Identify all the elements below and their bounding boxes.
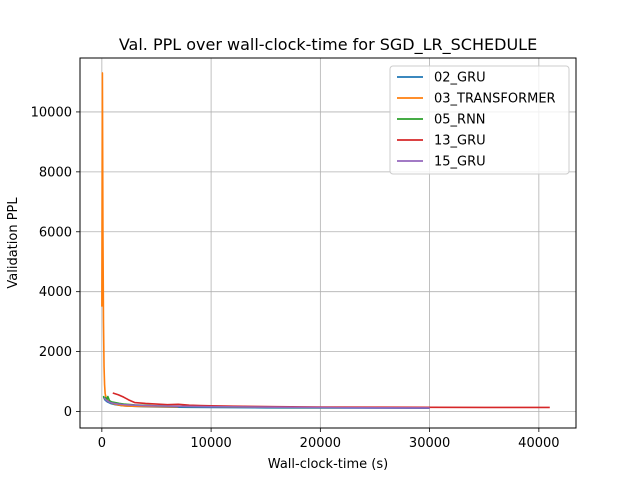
legend-box bbox=[389, 65, 570, 175]
ticks: 0 10000 20000 30000 40000 0 2000 4000 6000 8000 10… bbox=[31, 105, 560, 451]
x-tick-label: 0 bbox=[98, 436, 106, 451]
series-line-03-transformer bbox=[101, 72, 179, 408]
series-layer bbox=[101, 72, 550, 409]
series-line-15-gru bbox=[103, 397, 430, 409]
x-axis-label: Wall-clock-time (s) bbox=[268, 457, 388, 472]
x-tick-label: 20000 bbox=[300, 436, 341, 451]
legend-label: 05_RNN bbox=[434, 113, 486, 128]
y-tick-label: 6000 bbox=[39, 225, 72, 240]
x-tick-label: 30000 bbox=[409, 436, 450, 451]
y-axis-label: Validation PPL bbox=[6, 197, 21, 289]
y-tick-label: 0 bbox=[64, 405, 72, 420]
legend-label: 15_GRU bbox=[434, 155, 486, 170]
legend-label: 02_GRU bbox=[434, 71, 486, 86]
legend-label: 03_TRANSFORMER bbox=[434, 92, 556, 107]
y-tick-label: 4000 bbox=[39, 285, 72, 300]
y-tick-label: 2000 bbox=[39, 345, 72, 360]
y-tick-label: 8000 bbox=[39, 165, 72, 180]
series-line-13-gru bbox=[112, 392, 550, 409]
legend-label: 13_GRU bbox=[434, 134, 486, 149]
x-tick-label: 40000 bbox=[518, 436, 559, 451]
x-tick-label: 10000 bbox=[190, 436, 231, 451]
y-tick-label: 10000 bbox=[31, 105, 72, 120]
chart-title: Val. PPL over wall-clock-time for SGD_LR… bbox=[119, 35, 537, 55]
plot-frame bbox=[79, 57, 577, 429]
legend: 02_GRU 03_TRANSFORMER 05_RNN 13_GRU 15_GRU bbox=[389, 65, 570, 175]
